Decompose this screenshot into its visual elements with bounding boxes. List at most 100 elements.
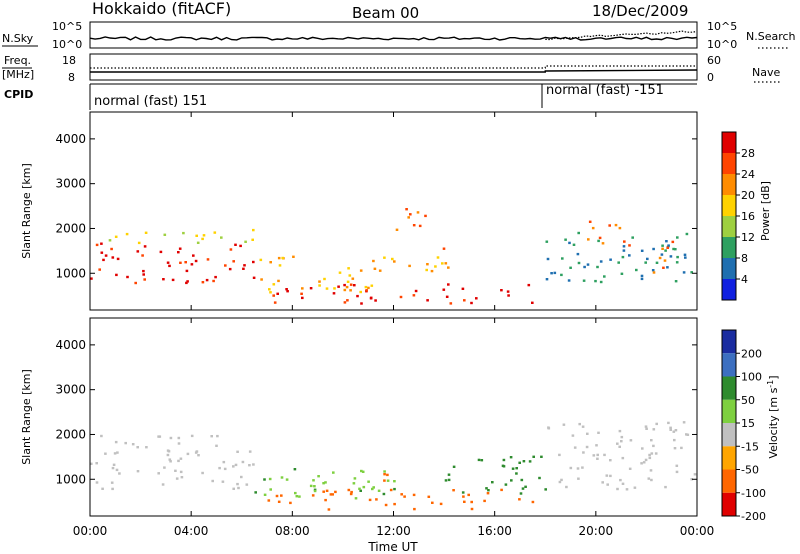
powerMarks-cell	[599, 260, 603, 263]
velMarks-cell	[500, 488, 503, 492]
velMarks-cell	[480, 459, 484, 462]
x-tick-label: 00:00	[73, 524, 108, 538]
velMarks-cell	[163, 466, 166, 469]
powerMarks-cell	[318, 280, 321, 283]
velMarks-cell	[329, 493, 333, 496]
powerMarks-cell	[588, 220, 592, 223]
velMarks-cell	[571, 434, 575, 437]
colorbar-tick-label: 100	[741, 371, 762, 384]
velMarks-cell	[275, 494, 279, 498]
powerMarks-cell	[182, 231, 185, 235]
frequency-panel: Freq. [MHz] 18 8 60 0 Nave	[2, 53, 782, 84]
velMarks-cell	[485, 487, 488, 490]
velMarks-cell	[386, 473, 389, 477]
colorbar-tick-label: 15	[741, 417, 755, 430]
velMarks-cell	[252, 463, 255, 466]
velMarks-cell	[116, 451, 119, 454]
powerMarks-cell	[577, 261, 581, 265]
powerMarks-cell	[424, 214, 427, 218]
velocity-colorbar-label: Velocity [m s-1]	[766, 375, 781, 458]
velMarks-cell	[592, 454, 596, 457]
velMarks-cell	[263, 478, 266, 481]
colorbar-tick-label: 28	[741, 147, 755, 160]
velMarks-cell	[502, 465, 506, 468]
powerMarks-cell	[343, 288, 347, 292]
cpid-panel: CPID normal (fast) 151 normal (fast) -15…	[4, 83, 697, 110]
powerMarks-cell	[391, 257, 394, 261]
powerMarks-cell	[277, 279, 280, 283]
velMarks-cell	[179, 457, 183, 460]
powerMarks-cell	[252, 276, 256, 279]
powerMarks-cell	[620, 272, 624, 275]
velMarks-cell	[245, 483, 249, 486]
powerMarks-cell	[100, 251, 104, 254]
velMarks-cell	[263, 493, 267, 496]
powerMarks-cell	[418, 224, 422, 228]
velMarks-cell	[295, 495, 299, 498]
velMarks-cell	[675, 464, 679, 467]
velMarks-cell	[667, 421, 670, 425]
velMarks-cell	[358, 487, 361, 490]
velMarks-cell	[313, 489, 317, 493]
powerMarks-cell	[609, 258, 612, 261]
powerMarks-cell	[370, 284, 374, 287]
velMarks-cell	[427, 495, 431, 498]
velMarks-cell	[113, 452, 117, 455]
velMarks-cell	[177, 442, 181, 445]
colorbar-swatch	[722, 353, 736, 377]
velMarks-cell	[254, 491, 257, 494]
velMarks-cell	[654, 452, 658, 455]
powerMarks-cell	[506, 290, 510, 293]
powerMarks-cell	[224, 264, 227, 267]
powerMarks-cell	[378, 269, 382, 272]
velMarks-cell	[524, 485, 527, 488]
powerMarks-cell	[359, 290, 362, 294]
powerMarks-cell	[596, 265, 599, 269]
velMarks-cell	[601, 481, 604, 484]
power-colorbar-label: Power [dB]	[759, 181, 772, 241]
velMarks-cell	[504, 483, 508, 486]
velMarks-cell	[521, 487, 525, 490]
velMarks-cell	[101, 487, 104, 490]
velMarks-cell	[616, 442, 619, 445]
powerMarks-cell	[178, 247, 182, 250]
powerMarks-cell	[234, 243, 237, 246]
powerMarks-cell	[338, 271, 342, 274]
powerMarks-cell	[569, 266, 572, 269]
velMarks-cell	[487, 489, 490, 492]
colorbar-swatch	[722, 279, 736, 300]
powerMarks-cell	[666, 246, 669, 249]
powerMarks-cell	[137, 241, 141, 245]
velMarks-cell	[334, 490, 337, 494]
velMarks-cell	[540, 455, 543, 458]
powerMarks-cell	[141, 254, 144, 257]
powerMarks-cell	[351, 277, 355, 280]
velMarks-cell	[596, 453, 599, 457]
powerMarks-cell	[614, 223, 618, 227]
powerMarks-cell	[676, 255, 679, 259]
powerMarks-cell	[343, 301, 347, 304]
velMarks-cell	[269, 488, 272, 491]
powerMarks-cell	[470, 301, 473, 305]
x-tick-label: 16:00	[477, 524, 512, 538]
powerMarks-cell	[597, 239, 600, 243]
powerMarks-cell	[644, 261, 647, 264]
velMarks-cell	[618, 429, 622, 433]
velMarks-cell	[197, 454, 200, 457]
velMarks-cell	[650, 452, 654, 455]
powerMarks-cell	[220, 236, 223, 239]
velMarks-cell	[518, 461, 521, 464]
velMarks-cell	[461, 491, 465, 494]
powerMarks-cell	[560, 273, 563, 277]
powerMarks-cell	[449, 302, 453, 305]
powerMarks-cell	[430, 269, 434, 273]
velMarks-cell	[532, 455, 535, 458]
velMarks-cell	[118, 472, 121, 475]
velMarks-cell	[267, 499, 271, 502]
velMarks-cell	[640, 462, 643, 465]
velMarks-cell	[680, 446, 683, 450]
velMarks-cell	[350, 490, 353, 494]
velMarks-cell	[237, 486, 240, 490]
velMarks-cell	[547, 426, 550, 429]
velocity-ylabel: Slant Range [km]	[20, 369, 33, 465]
